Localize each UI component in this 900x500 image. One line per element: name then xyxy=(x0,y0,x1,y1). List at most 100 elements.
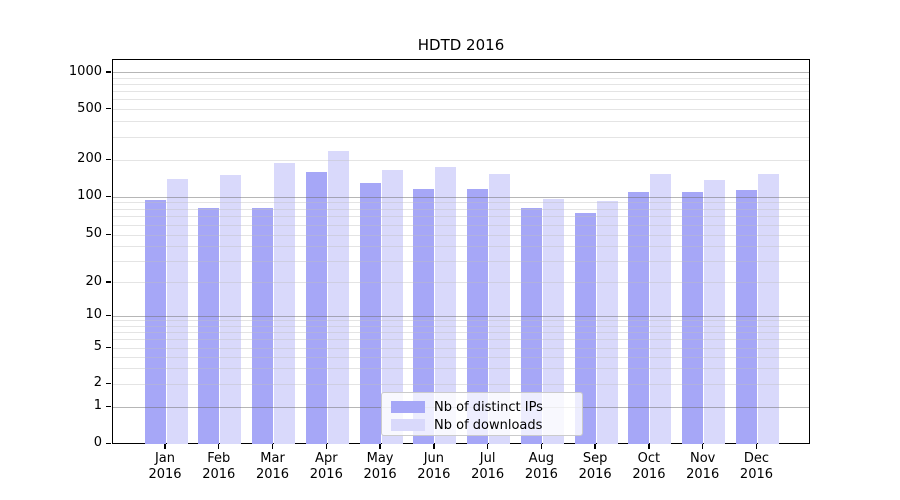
gridline-30 xyxy=(113,261,809,263)
gridline-400 xyxy=(113,121,809,123)
gridline-600 xyxy=(113,99,809,101)
gridline-1000 xyxy=(113,72,809,74)
x-tick-jul xyxy=(486,444,489,449)
bar-ips-feb xyxy=(198,207,220,445)
x-tick-label-oct: Oct 2016 xyxy=(632,451,666,482)
gridline-6 xyxy=(113,339,809,341)
bar-ips-oct xyxy=(628,192,650,445)
gridline-5 xyxy=(113,347,809,349)
y-tick-label-5: 5 xyxy=(93,339,102,355)
bar-downloads-aug xyxy=(542,198,564,445)
legend-label-distinct-ips: Nb of distinct IPs xyxy=(434,399,543,415)
x-tick-jun xyxy=(433,444,435,449)
y-tick-label-200: 200 xyxy=(77,151,102,167)
y-tick-2 xyxy=(106,382,111,385)
bar-ips-dec xyxy=(735,189,757,445)
x-tick-label-dec: Dec 2016 xyxy=(739,451,774,482)
gridline-300 xyxy=(113,137,809,139)
y-tick-label-1: 1 xyxy=(93,398,102,413)
gridline-2 xyxy=(113,383,809,385)
plot-area xyxy=(112,59,810,445)
x-tick-label-jan: Jan 2016 xyxy=(148,451,182,482)
bar-ips-may xyxy=(359,183,381,445)
gridline-500 xyxy=(113,109,809,111)
x-tick-nov xyxy=(702,444,704,449)
x-tick-label-aug: Aug 2016 xyxy=(524,451,558,482)
gridline-3 xyxy=(113,367,809,369)
bar-downloads-may xyxy=(381,169,403,445)
gridline-200 xyxy=(113,159,809,161)
y-tick-20 xyxy=(106,281,111,283)
y-tick-10 xyxy=(106,314,111,316)
bar-ips-jan xyxy=(144,200,166,445)
gridline-9 xyxy=(113,320,809,322)
bar-downloads-sep xyxy=(596,201,618,445)
gridline-900 xyxy=(113,77,809,79)
y-tick-100 xyxy=(106,195,111,197)
y-tick-label-100: 100 xyxy=(77,188,102,203)
bar-downloads-jan xyxy=(166,179,188,445)
y-tick-label-500: 500 xyxy=(77,100,102,116)
bar-ips-nov xyxy=(682,192,704,445)
x-tick-aug xyxy=(540,444,543,449)
x-tick-label-jun: Jun 2016 xyxy=(417,451,451,482)
legend-swatch-distinct-ips xyxy=(391,401,425,413)
x-tick-label-may: May 2016 xyxy=(363,451,397,482)
y-tick-label-10: 10 xyxy=(85,307,102,322)
gridline-100 xyxy=(113,196,809,198)
x-tick-sep xyxy=(594,444,596,449)
gridline-20 xyxy=(113,282,809,284)
bar-downloads-jun xyxy=(435,166,457,445)
bar-ips-sep xyxy=(574,212,596,445)
gridline-7 xyxy=(113,332,809,334)
legend-label-downloads: Nb of downloads xyxy=(434,417,543,433)
bar-downloads-jul xyxy=(489,173,511,445)
gridline-800 xyxy=(113,84,809,86)
bar-ips-aug xyxy=(520,207,542,445)
x-tick-label-mar: Mar 2016 xyxy=(255,451,290,482)
x-tick-may xyxy=(379,444,381,449)
bar-downloads-mar xyxy=(274,163,296,445)
x-tick-label-nov: Nov 2016 xyxy=(686,451,720,482)
gridline-700 xyxy=(113,91,809,93)
x-tick-jan xyxy=(164,444,166,449)
bar-downloads-oct xyxy=(650,174,672,445)
legend-item-distinct-ips: Nb of distinct IPs xyxy=(391,399,574,415)
x-tick-label-jul: Jul 2016 xyxy=(471,451,505,482)
y-tick-label-1000: 1000 xyxy=(68,63,102,79)
bar-ips-apr xyxy=(305,171,327,445)
y-tick-0 xyxy=(106,442,111,445)
x-tick-label-sep: Sep 2016 xyxy=(578,451,612,482)
gridline-4 xyxy=(113,356,809,358)
gridline-60 xyxy=(113,224,809,226)
y-tick-50 xyxy=(106,233,111,236)
x-tick-apr xyxy=(325,444,327,449)
bar-downloads-apr xyxy=(327,150,349,445)
y-tick-1000 xyxy=(106,71,111,73)
bar-ips-jul xyxy=(467,189,489,445)
x-tick-mar xyxy=(271,444,274,449)
y-tick-1 xyxy=(106,405,111,407)
gridline-50 xyxy=(113,234,809,236)
x-tick-feb xyxy=(218,444,220,449)
chart-title: HDTD 2016 xyxy=(417,36,505,54)
x-tick-oct xyxy=(648,444,650,449)
y-tick-200 xyxy=(106,158,111,161)
y-tick-label-0: 0 xyxy=(93,435,102,451)
y-tick-5 xyxy=(106,346,111,349)
legend-swatch-downloads xyxy=(391,419,425,431)
x-tick-label-apr: Apr 2016 xyxy=(309,451,343,482)
gridline-8 xyxy=(113,325,809,327)
bar-ips-mar xyxy=(252,207,274,445)
y-tick-label-50: 50 xyxy=(85,226,102,242)
legend-item-downloads: Nb of downloads xyxy=(391,417,574,433)
gridline-40 xyxy=(113,246,809,248)
y-tick-label-20: 20 xyxy=(85,273,102,289)
gridline-70 xyxy=(113,216,809,218)
bar-downloads-feb xyxy=(220,175,242,445)
gridline-10 xyxy=(113,315,809,317)
legend: Nb of distinct IPs Nb of downloads xyxy=(381,392,583,436)
gridline-80 xyxy=(113,208,809,210)
y-tick-500 xyxy=(106,108,111,110)
y-tick-label-2: 2 xyxy=(93,375,102,391)
